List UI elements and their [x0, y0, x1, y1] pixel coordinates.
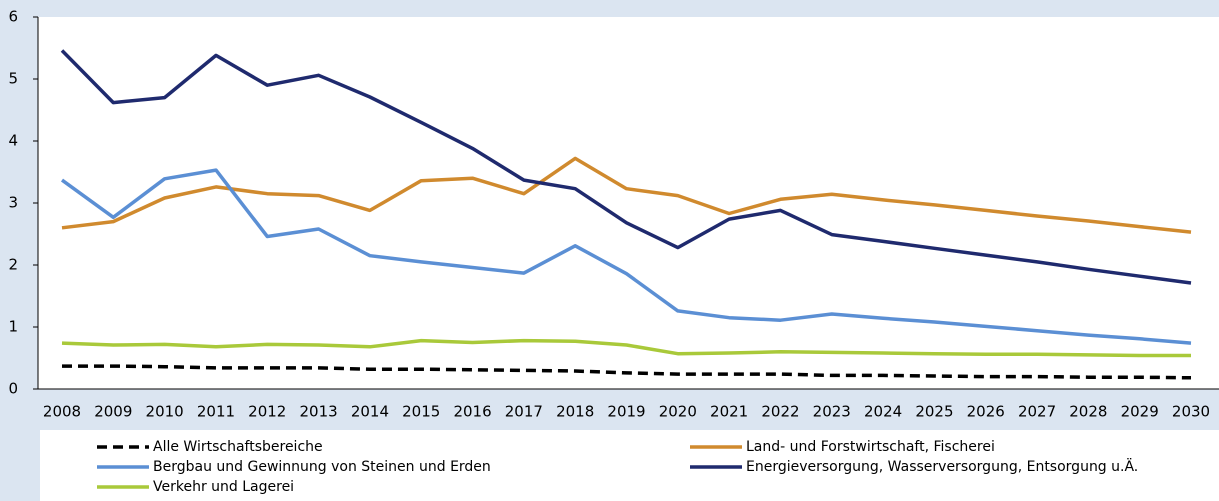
x-tick-label: 2016 — [453, 403, 491, 421]
y-tick-label: 0 — [8, 380, 18, 398]
x-tick-label: 2019 — [607, 403, 645, 421]
plot-area — [38, 17, 1219, 389]
legend-label: Land- und Forstwirtschaft, Fischerei — [746, 439, 995, 455]
y-tick-label: 5 — [8, 70, 18, 88]
x-tick-label: 2021 — [710, 403, 748, 421]
x-tick-label: 2013 — [299, 403, 337, 421]
x-tick-label: 2026 — [967, 403, 1005, 421]
x-tick-label: 2014 — [351, 403, 389, 421]
series-line — [60, 49, 1192, 285]
x-tick-label: 2024 — [864, 403, 902, 421]
legend-label: Energieversorgung, Wasserversorgung, Ent… — [746, 457, 1138, 475]
x-tick-label: 2009 — [94, 403, 132, 421]
x-tick-label: 2008 — [43, 403, 81, 421]
series-line — [60, 168, 1192, 345]
legend-box — [40, 430, 1219, 501]
series-line — [62, 364, 1192, 380]
legend-label: Alle Wirtschaftsbereiche — [153, 439, 323, 455]
legend-label: Bergbau und Gewinnung von Steinen und Er… — [153, 459, 491, 475]
x-tick-label: 2020 — [659, 403, 697, 421]
x-tick-label: 2022 — [761, 403, 799, 421]
x-tick-label: 2030 — [1172, 403, 1210, 421]
x-tick-label: 2029 — [1121, 403, 1159, 421]
y-tick-label: 2 — [8, 256, 18, 274]
y-tick-label: 3 — [8, 194, 18, 212]
x-tick-label: 2012 — [248, 403, 286, 421]
x-tick-label: 2017 — [505, 403, 543, 421]
x-tick-label: 2025 — [915, 403, 953, 421]
x-tick-label: 2028 — [1069, 403, 1107, 421]
y-tick-label: 6 — [8, 8, 18, 26]
series-line — [61, 338, 1191, 358]
x-tick-label: 2018 — [556, 403, 594, 421]
x-tick-label: 2010 — [146, 403, 184, 421]
x-tick-label: 2027 — [1018, 403, 1056, 421]
y-tick-label: 1 — [8, 318, 18, 336]
x-tick-label: 2011 — [197, 403, 235, 421]
x-tick-label: 2015 — [402, 403, 440, 421]
legend-label: Verkehr und Lagerei — [153, 479, 294, 495]
series-line — [61, 156, 1192, 234]
x-tick-label: 2023 — [813, 403, 851, 421]
y-tick-label: 4 — [8, 132, 18, 150]
